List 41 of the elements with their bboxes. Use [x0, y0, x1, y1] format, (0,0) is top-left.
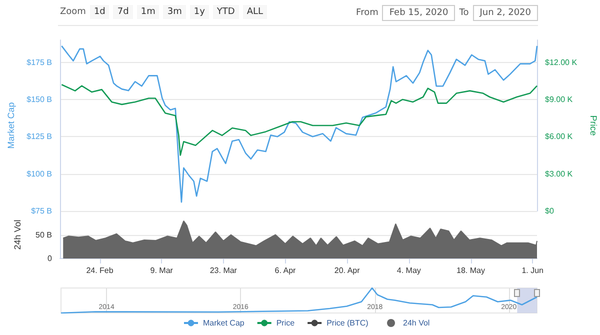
legend-label: 24h Vol	[403, 318, 430, 328]
text: 1d	[90, 5, 110, 19]
y2-tick-label: $9.00 K	[545, 94, 574, 104]
legend-label: Price	[276, 318, 296, 328]
x-tick-label: 23. Mar	[210, 266, 238, 275]
text: 3m	[163, 5, 186, 19]
x-tick-label: 4. May	[396, 266, 421, 275]
text: From	[356, 8, 378, 18]
y-tick-label: $175 B	[26, 58, 52, 67]
x-tick-label: 9. Mar	[150, 266, 174, 275]
text: YTD	[212, 5, 239, 19]
legend-label: Market Cap	[203, 318, 245, 328]
line-series	[61, 45, 538, 203]
y-axis-title: Market Cap	[6, 102, 16, 149]
text: 1y	[190, 5, 209, 19]
legend-label: Price (BTC)	[326, 318, 369, 328]
line-series	[61, 84, 538, 156]
y2-tick-label: $12.00 K	[545, 58, 578, 67]
y2-tick-label: $0	[545, 206, 554, 216]
y2-axis-title: Price	[588, 115, 598, 136]
text: ALL	[242, 5, 268, 19]
y-tick-label: $125 B	[26, 132, 52, 142]
text: Feb 15, 2020	[382, 5, 456, 21]
y2-tick-label: $3.00 K	[545, 169, 574, 178]
x-tick-label: 1. Jun	[522, 266, 544, 275]
y-tick-label: 0	[48, 254, 53, 263]
y-axis-title: 24h Vol	[12, 220, 22, 250]
y-tick-label: $150 B	[26, 94, 52, 104]
x-tick-label: 6. Apr	[274, 266, 296, 275]
y-tick-label: $100 B	[26, 169, 52, 178]
x-tick-label: 20. Apr	[334, 266, 360, 275]
text: Jun 2, 2020	[472, 5, 538, 21]
y-tick-label: $75 B	[31, 206, 52, 216]
y2-tick-label: $6.00 K	[545, 132, 574, 142]
text: To	[459, 8, 469, 18]
text: 7d	[113, 5, 133, 19]
text: 1m	[136, 5, 160, 19]
x-tick-label: 24. Feb	[86, 266, 114, 275]
y-tick-label: 50 B	[36, 230, 52, 240]
x-tick-label: 18. May	[456, 266, 485, 275]
text: Zoom	[60, 7, 86, 17]
